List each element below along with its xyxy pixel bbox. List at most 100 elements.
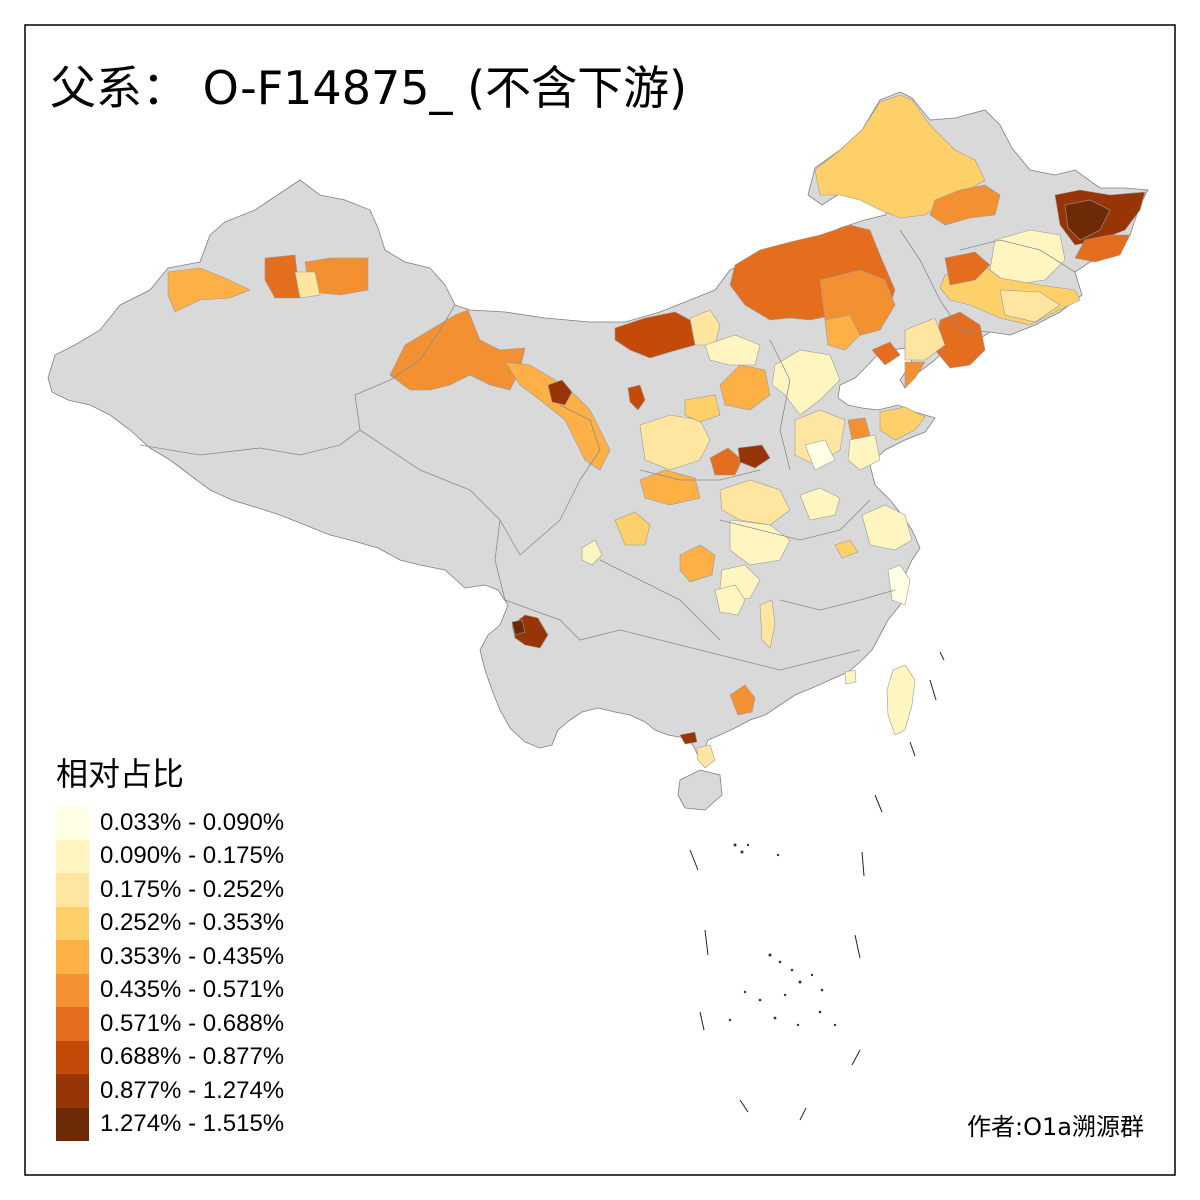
region: [294, 271, 321, 299]
region: [684, 394, 721, 423]
legend-swatch: [56, 839, 89, 873]
island-dot: [796, 1023, 800, 1027]
border-line: [389, 304, 456, 381]
legend-label: 1.274% - 1.515%: [100, 1110, 285, 1138]
legend-label: 0.033% - 0.090%: [100, 808, 285, 836]
legend-item: 0.175% - 0.252%: [56, 873, 284, 907]
legend-label: 0.435% - 0.571%: [100, 976, 285, 1004]
region: [704, 334, 761, 366]
island-dot: [733, 843, 737, 847]
region: [714, 584, 746, 616]
legend-swatch: [56, 1107, 89, 1141]
island-dot: [743, 990, 747, 994]
region: [1064, 199, 1111, 241]
island-mark: [854, 934, 861, 959]
legend-item: 0.688% - 0.877%: [56, 1040, 285, 1074]
legend-swatch: [56, 1074, 89, 1108]
legend-label: 0.252% - 0.353%: [100, 909, 285, 937]
island-mark: [799, 1107, 807, 1121]
region: [999, 289, 1061, 323]
island-dot: [833, 1023, 837, 1027]
border-line: [779, 589, 896, 611]
island-dot: [773, 1016, 777, 1020]
region: [929, 184, 1001, 226]
island-mark: [909, 741, 916, 757]
island-dot: [768, 953, 772, 957]
legend-item: 0.571% - 0.688%: [56, 1007, 284, 1041]
region: [804, 439, 836, 471]
island-dot: [820, 988, 824, 992]
legend-item: 0.877% - 1.274%: [56, 1074, 284, 1108]
region: [759, 599, 776, 649]
region: [689, 309, 721, 346]
region: [729, 519, 791, 566]
legend-swatch: [56, 873, 89, 907]
island-dot: [798, 980, 802, 984]
island-mark: [939, 651, 945, 661]
region: [871, 341, 901, 366]
region: [844, 669, 857, 685]
colored-regions: [167, 94, 1146, 769]
island-mark: [689, 849, 699, 871]
author-credit: 作者:O1a溯源群: [967, 1113, 1144, 1141]
region: [719, 479, 791, 526]
island-dot: [746, 843, 750, 847]
legend-swatch: [56, 906, 89, 940]
region: [167, 267, 251, 313]
legend-item: 0.090% - 0.175%: [56, 839, 284, 873]
island-dot: [810, 973, 814, 977]
legend-label: 0.688% - 0.877%: [100, 1043, 285, 1071]
legend-item: 0.353% - 0.435%: [56, 940, 284, 974]
legend-swatch: [56, 1007, 89, 1041]
island-mark: [739, 1099, 749, 1113]
region: [614, 311, 696, 359]
region: [887, 564, 911, 606]
island-dot: [790, 968, 794, 972]
region: [824, 314, 861, 351]
island-dot: [740, 850, 744, 854]
border-line: [494, 519, 506, 601]
island-dot: [783, 993, 787, 997]
island-mark: [699, 1011, 705, 1031]
region: [639, 469, 701, 506]
region: [614, 511, 651, 546]
region: [847, 417, 871, 441]
legend-swatch: [56, 806, 89, 840]
island-mark: [874, 794, 883, 813]
island-dot: [778, 960, 782, 964]
legend: 相对占比 0.033% - 0.090% 0.090% - 0.175% 0.1…: [56, 752, 284, 1141]
region: [799, 487, 841, 521]
legend-item: 0.435% - 0.571%: [56, 973, 285, 1007]
taiwan-region: [886, 664, 916, 736]
region: [814, 94, 986, 219]
island-mark: [929, 679, 937, 701]
island-mark: [851, 1049, 861, 1066]
island-mark: [861, 851, 865, 877]
region: [904, 317, 946, 361]
region: [771, 349, 841, 416]
legend-title: 相对占比: [56, 755, 185, 793]
island-dots: [728, 843, 837, 1027]
legend-label: 0.175% - 0.252%: [100, 875, 285, 903]
island-dot: [776, 853, 780, 857]
legend-label: 0.877% - 1.274%: [100, 1076, 285, 1104]
legend-item: 0.252% - 0.353%: [56, 906, 285, 940]
region: [627, 384, 646, 411]
region: [834, 539, 859, 559]
legend-label: 0.571% - 0.688%: [100, 1009, 285, 1037]
region: [581, 539, 603, 566]
island-dot: [758, 998, 762, 1002]
legend-swatch: [56, 1040, 89, 1074]
island-dot: [818, 1010, 822, 1014]
region: [511, 619, 526, 636]
region: [264, 254, 301, 299]
region: [879, 406, 926, 441]
map-title: 父系： O-F14875_ (不含下游): [50, 61, 688, 115]
region: [696, 744, 716, 769]
region: [904, 361, 926, 389]
region: [1074, 234, 1131, 263]
border-line: [139, 379, 391, 456]
region: [861, 504, 913, 551]
